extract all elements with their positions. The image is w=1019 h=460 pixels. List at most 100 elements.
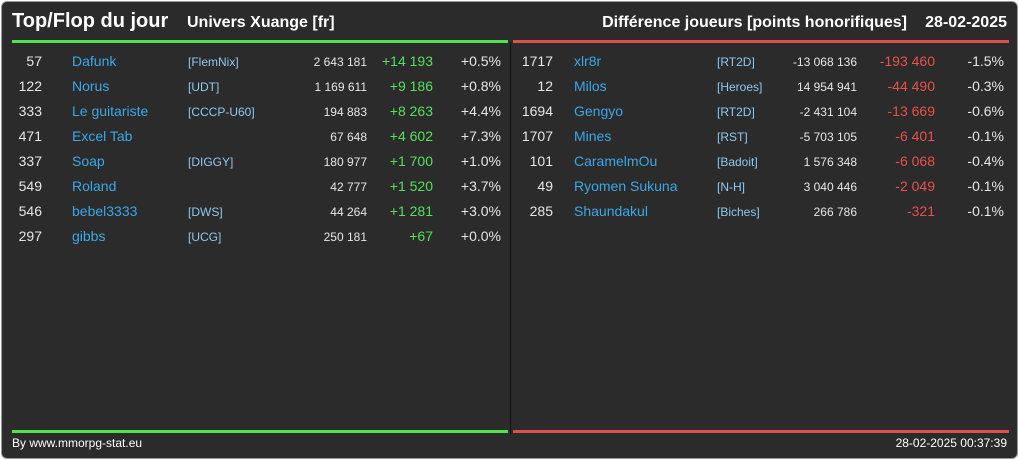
flop-players-list: 1717 xlr8r [RT2D] -13 068 136 -193 460 -… [513, 49, 1009, 224]
list-item: 1707 Mines [RST] -5 703 105 -6 401 -0.1% [513, 124, 1009, 149]
percent-value: +3.0% [460, 203, 501, 219]
player-name[interactable]: Soap [72, 153, 105, 169]
diff-value: +1 700 [389, 153, 433, 169]
percent-value: +0.0% [460, 228, 501, 244]
player-name[interactable]: gibbs [72, 228, 106, 244]
player-name[interactable]: Excel Tab [72, 128, 133, 144]
source-credit[interactable]: By www.mmorpg-stat.eu [12, 436, 143, 450]
player-name[interactable]: xlr8r [574, 53, 602, 69]
timestamp: 28-02-2025 00:37:39 [895, 436, 1007, 450]
list-item: 297 gibbs [UCG] 250 181 +67 +0.0% [12, 224, 508, 249]
points-value: -2 431 104 [799, 105, 857, 119]
list-item: 333 Le guitariste [CCCP-U60] 194 883 +8 … [12, 99, 508, 124]
player-name[interactable]: Norus [72, 78, 110, 94]
points-value: 2 643 181 [313, 55, 367, 69]
list-item: 1694 Gengyo [RT2D] -2 431 104 -13 669 -0… [513, 99, 1009, 124]
percent-value: +0.5% [460, 53, 501, 69]
list-item: 122 Norus [UDT] 1 169 611 +9 186 +0.8% [12, 74, 508, 99]
alliance-tag[interactable]: [RT2D] [717, 55, 755, 69]
list-item: 12 Milos [Heroes] 14 954 941 -44 490 -0.… [513, 74, 1009, 99]
percent-value: -1.5% [967, 53, 1004, 69]
top-players-list: 57 Dafunk [FlemNix] 2 643 181 +14 193 +0… [12, 49, 508, 249]
diff-value: -6 068 [895, 153, 935, 169]
rank: 546 [18, 203, 42, 219]
player-name[interactable]: Mines [574, 128, 612, 144]
percent-value: -0.6% [967, 103, 1004, 119]
alliance-tag[interactable]: [Badoit] [717, 155, 758, 169]
list-item: 1717 xlr8r [RT2D] -13 068 136 -193 460 -… [513, 49, 1009, 74]
alliance-tag[interactable]: [Heroes] [717, 80, 763, 94]
percent-value: -0.4% [967, 153, 1004, 169]
list-item: 549 Roland 42 777 +1 520 +3.7% [12, 174, 508, 199]
percent-value: -0.1% [967, 128, 1004, 144]
alliance-tag[interactable]: [FlemNix] [188, 55, 239, 69]
player-name[interactable]: Shaundakul [574, 203, 648, 219]
list-item: 471 Excel Tab 67 648 +4 602 +7.3% [12, 124, 508, 149]
points-value: 42 777 [330, 180, 367, 194]
alliance-tag[interactable]: [UCG] [188, 230, 222, 244]
rank: 297 [18, 228, 42, 244]
alliance-tag[interactable]: [RST] [717, 130, 748, 144]
diff-value: +1 520 [389, 178, 433, 194]
rank: 1707 [521, 128, 553, 144]
points-value: 266 786 [813, 205, 857, 219]
percent-value: +1.0% [460, 153, 501, 169]
diff-value: -321 [906, 203, 935, 219]
points-value: -5 703 105 [799, 130, 857, 144]
subtitle-label: Différence joueurs [points honorifiques] [602, 14, 907, 31]
player-name[interactable]: CaramelmOu [574, 153, 658, 169]
player-name[interactable]: Le guitariste [72, 103, 149, 119]
percent-value: -0.1% [967, 178, 1004, 194]
percent-value: +7.3% [460, 128, 501, 144]
diff-value: -193 460 [879, 53, 935, 69]
rank: 285 [529, 203, 553, 219]
player-name[interactable]: Ryomen Sukuna [574, 178, 678, 194]
rank: 122 [18, 78, 42, 94]
rank: 1717 [521, 53, 553, 69]
alliance-tag[interactable]: [DWS] [188, 205, 223, 219]
percent-value: +0.8% [460, 78, 501, 94]
list-item: 337 Soap [DIGGY] 180 977 +1 700 +1.0% [12, 149, 508, 174]
percent-value: -0.1% [967, 203, 1004, 219]
list-item: 57 Dafunk [FlemNix] 2 643 181 +14 193 +0… [12, 49, 508, 74]
alliance-tag[interactable]: [DIGGY] [188, 155, 234, 169]
diff-value: -44 490 [887, 78, 935, 94]
alliance-tag[interactable]: [UDT] [188, 80, 220, 94]
player-name[interactable]: Dafunk [72, 53, 117, 69]
rank: 57 [26, 53, 42, 69]
points-value: 14 954 941 [796, 80, 857, 94]
page-title: Top/Flop du jour [12, 10, 169, 32]
points-value: 67 648 [330, 130, 367, 144]
player-name[interactable]: bebel3333 [72, 203, 138, 219]
alliance-tag[interactable]: [Biches] [717, 205, 760, 219]
alliance-tag[interactable]: [RT2D] [717, 105, 755, 119]
diff-value: -6 401 [895, 128, 935, 144]
points-value: 194 883 [323, 105, 367, 119]
alliance-tag[interactable]: [N-H] [717, 180, 745, 194]
top-divider-green [12, 40, 508, 43]
diff-value: +14 193 [382, 53, 433, 69]
diff-value: -2 049 [895, 178, 935, 194]
diff-value: -13 669 [887, 103, 935, 119]
points-value: 1 576 348 [803, 155, 857, 169]
column-divider [510, 42, 511, 434]
player-name[interactable]: Roland [72, 178, 117, 194]
bottom-divider-red [513, 430, 1009, 433]
alliance-tag[interactable]: [CCCP-U60] [188, 105, 255, 119]
rank: 471 [18, 128, 42, 144]
points-value: 250 181 [323, 230, 367, 244]
rank: 49 [537, 178, 553, 194]
percent-value: +4.4% [460, 103, 501, 119]
percent-value: +3.7% [460, 178, 501, 194]
points-value: -13 068 136 [792, 55, 857, 69]
diff-value: +8 263 [389, 103, 433, 119]
player-name[interactable]: Gengyo [574, 103, 624, 119]
list-item: 285 Shaundakul [Biches] 266 786 -321 -0.… [513, 199, 1009, 224]
rank: 333 [18, 103, 42, 119]
top-divider-red [513, 40, 1009, 43]
diff-value: +67 [409, 228, 433, 244]
diff-value: +4 602 [389, 128, 433, 144]
points-value: 3 040 446 [803, 180, 857, 194]
player-name[interactable]: Milos [574, 78, 607, 94]
